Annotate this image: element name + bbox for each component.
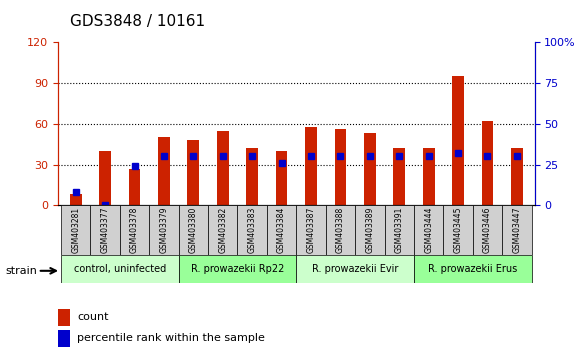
Bar: [188, 140, 199, 205]
FancyBboxPatch shape: [326, 205, 355, 255]
FancyBboxPatch shape: [61, 255, 179, 283]
Text: GSM403281: GSM403281: [71, 207, 80, 253]
Text: R. prowazekii Evir: R. prowazekii Evir: [312, 264, 399, 274]
Bar: [58, 309, 70, 326]
FancyBboxPatch shape: [208, 205, 238, 255]
Bar: [246, 148, 258, 205]
FancyBboxPatch shape: [149, 205, 179, 255]
Text: GSM403384: GSM403384: [277, 207, 286, 253]
Text: GSM403377: GSM403377: [101, 207, 110, 253]
Text: GSM403383: GSM403383: [248, 207, 257, 253]
Bar: [70, 194, 81, 205]
Bar: [217, 131, 229, 205]
Text: GSM403389: GSM403389: [365, 207, 374, 253]
Text: GDS3848 / 10161: GDS3848 / 10161: [70, 14, 205, 29]
Bar: [511, 148, 523, 205]
Text: GSM403445: GSM403445: [454, 207, 462, 253]
Text: GSM403446: GSM403446: [483, 207, 492, 253]
Text: GSM403388: GSM403388: [336, 207, 345, 253]
Bar: [158, 137, 170, 205]
FancyBboxPatch shape: [267, 205, 296, 255]
FancyBboxPatch shape: [238, 205, 267, 255]
FancyBboxPatch shape: [473, 205, 502, 255]
Text: count: count: [77, 312, 109, 322]
Text: GSM403380: GSM403380: [189, 207, 198, 253]
FancyBboxPatch shape: [91, 205, 120, 255]
Text: GSM403444: GSM403444: [424, 207, 433, 253]
FancyBboxPatch shape: [385, 205, 414, 255]
Bar: [452, 76, 464, 205]
Text: GSM403379: GSM403379: [159, 207, 168, 253]
FancyBboxPatch shape: [120, 205, 149, 255]
FancyBboxPatch shape: [502, 205, 532, 255]
Bar: [58, 330, 70, 347]
Bar: [128, 169, 141, 205]
FancyBboxPatch shape: [296, 255, 414, 283]
Text: R. prowazekii Erus: R. prowazekii Erus: [428, 264, 518, 274]
Text: percentile rank within the sample: percentile rank within the sample: [77, 333, 265, 343]
Bar: [423, 148, 435, 205]
Text: GSM403391: GSM403391: [394, 207, 404, 253]
FancyBboxPatch shape: [414, 255, 532, 283]
FancyBboxPatch shape: [296, 205, 326, 255]
Bar: [276, 151, 288, 205]
Bar: [482, 121, 493, 205]
Text: GSM403447: GSM403447: [512, 207, 521, 253]
FancyBboxPatch shape: [443, 205, 473, 255]
FancyBboxPatch shape: [414, 205, 443, 255]
Bar: [364, 133, 376, 205]
Bar: [305, 127, 317, 205]
FancyBboxPatch shape: [179, 255, 296, 283]
Text: GSM403378: GSM403378: [130, 207, 139, 253]
Text: control, uninfected: control, uninfected: [74, 264, 166, 274]
Text: strain: strain: [6, 266, 38, 276]
FancyBboxPatch shape: [355, 205, 385, 255]
FancyBboxPatch shape: [179, 205, 208, 255]
Bar: [99, 151, 111, 205]
Text: GSM403382: GSM403382: [218, 207, 227, 253]
FancyBboxPatch shape: [61, 205, 91, 255]
Bar: [335, 129, 346, 205]
Text: GSM403387: GSM403387: [307, 207, 315, 253]
Bar: [393, 148, 405, 205]
Text: R. prowazekii Rp22: R. prowazekii Rp22: [191, 264, 284, 274]
